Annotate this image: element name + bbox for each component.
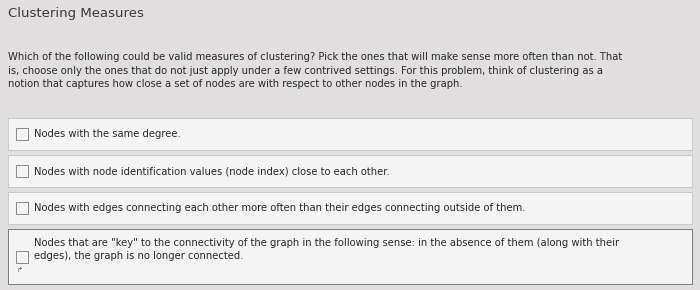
FancyBboxPatch shape [8, 229, 692, 284]
FancyBboxPatch shape [8, 155, 692, 187]
FancyBboxPatch shape [16, 251, 28, 262]
Text: Nodes with the same degree.: Nodes with the same degree. [34, 129, 181, 139]
FancyBboxPatch shape [16, 165, 28, 177]
FancyBboxPatch shape [8, 192, 692, 224]
Text: Nodes with edges connecting each other more often than their edges connecting ou: Nodes with edges connecting each other m… [34, 203, 526, 213]
FancyBboxPatch shape [16, 202, 28, 214]
Text: Nodes that are "key" to the connectivity of the graph in the following sense: in: Nodes that are "key" to the connectivity… [34, 238, 619, 261]
FancyBboxPatch shape [8, 118, 692, 150]
FancyBboxPatch shape [16, 128, 28, 140]
Text: Clustering Measures: Clustering Measures [8, 8, 144, 21]
Text: ↱: ↱ [17, 267, 23, 273]
Text: Which of the following could be valid measures of clustering? Pick the ones that: Which of the following could be valid me… [8, 52, 622, 89]
Text: Nodes with node identification values (node index) close to each other.: Nodes with node identification values (n… [34, 166, 390, 176]
